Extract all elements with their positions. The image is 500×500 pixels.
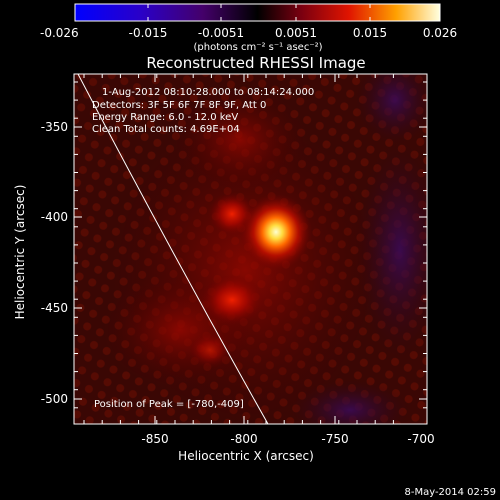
- axis-tick-marks: [74, 74, 427, 424]
- colorbar: -0.026 -0.015 -0.0051 0.0051 0.015 0.026…: [40, 3, 457, 53]
- peak-position-label: Position of Peak = [-780,-409]: [94, 399, 244, 410]
- colorbar-tick-label: 0.0051: [275, 26, 317, 40]
- y-axis-label: Heliocentric Y (arcsec): [13, 185, 27, 320]
- colorbar-tick-label: -0.015: [129, 26, 168, 40]
- y-tick-label: -350: [41, 120, 68, 134]
- colorbar-tick-label: 0.026: [423, 26, 457, 40]
- x-tick-label: -850: [141, 432, 168, 446]
- algorithm-counts: Clean Total counts: 4.69E+04: [92, 124, 240, 135]
- image-info: 1-Aug-2012 08:10:28.000 to 08:14:24.000 …: [92, 87, 314, 135]
- x-tick-label: -700: [407, 432, 434, 446]
- y-tick-label: -400: [41, 210, 68, 224]
- detectors-info: Detectors: 3F 5F 6F 7F 8F 9F, Att 0: [92, 100, 266, 111]
- x-tick-label: -800: [230, 432, 257, 446]
- x-tick-label: -750: [321, 432, 348, 446]
- peak-source: [240, 194, 312, 270]
- plot-title: Reconstructed RHESSI Image: [146, 54, 365, 72]
- energy-range: Energy Range: 6.0 - 12.0 keV: [92, 112, 238, 123]
- solar-limb-curve: [77, 74, 269, 424]
- plot-frame: [73, 73, 428, 425]
- timestamp: 8-May-2014 02:59: [404, 487, 496, 498]
- colorbar-tick-label: 0.015: [353, 26, 387, 40]
- time-range: 1-Aug-2012 08:10:28.000 to 08:14:24.000: [102, 87, 314, 98]
- y-tick-label: -450: [41, 301, 68, 315]
- colorbar-unit-label: (photons cm⁻² s⁻¹ asec⁻²): [193, 42, 322, 53]
- rhessi-image: [74, 74, 427, 424]
- colorbar-tick-label: -0.0051: [198, 26, 244, 40]
- colorbar-tick-label: -0.026: [40, 26, 79, 40]
- x-axis-label: Heliocentric X (arcsec): [178, 449, 314, 463]
- colorbar-gradient: [74, 3, 441, 22]
- y-tick-label: -500: [41, 392, 68, 406]
- colorbar-tick-marks: [147, 4, 371, 21]
